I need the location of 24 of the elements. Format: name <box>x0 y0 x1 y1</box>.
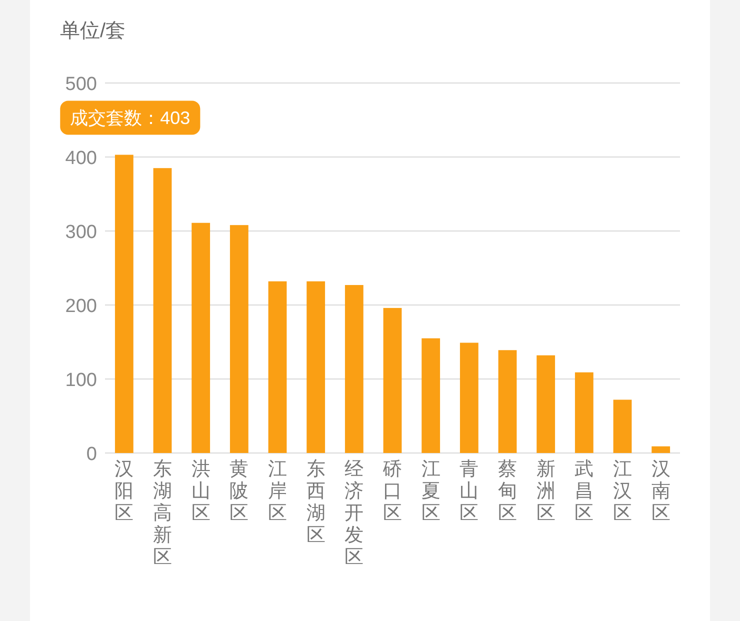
x-tick-label: 汉南区 <box>651 459 670 524</box>
ylabel: 单位/套 <box>60 20 126 42</box>
x-tick-label: 江夏区 <box>421 459 440 524</box>
x-tick-label: 经济开发区 <box>344 459 364 568</box>
y-tick-label: 200 <box>65 296 97 317</box>
annotation: 成交套数：403 <box>60 100 200 135</box>
x-tick-label: 东湖高新区 <box>153 459 172 568</box>
x-tick-label: 青山区 <box>460 459 479 524</box>
x-tick-label: 黄陂区 <box>230 459 249 524</box>
x-tick-label: 武昌区 <box>574 459 594 524</box>
y-tick-label: 100 <box>65 370 97 391</box>
x-tick-label: 洪山区 <box>191 459 210 524</box>
x-tick-label: 东西湖区 <box>306 459 326 546</box>
y-tick-label: 400 <box>65 148 97 169</box>
x-tick-label: 新洲区 <box>536 458 556 524</box>
annotation: 成交套数：403 <box>70 108 190 128</box>
x-tick-label: 硚口区 <box>382 459 402 524</box>
y-tick-label: 500 <box>65 74 97 95</box>
x-tick-label: 汉阳区 <box>114 459 134 524</box>
x-tick-label: 江岸区 <box>268 459 287 524</box>
x-tick-label: 江汉区 <box>613 459 632 524</box>
y-tick-label: 0 <box>86 444 97 465</box>
y-tick-label: 300 <box>65 222 97 243</box>
x-tick-label: 蔡甸区 <box>498 459 517 524</box>
